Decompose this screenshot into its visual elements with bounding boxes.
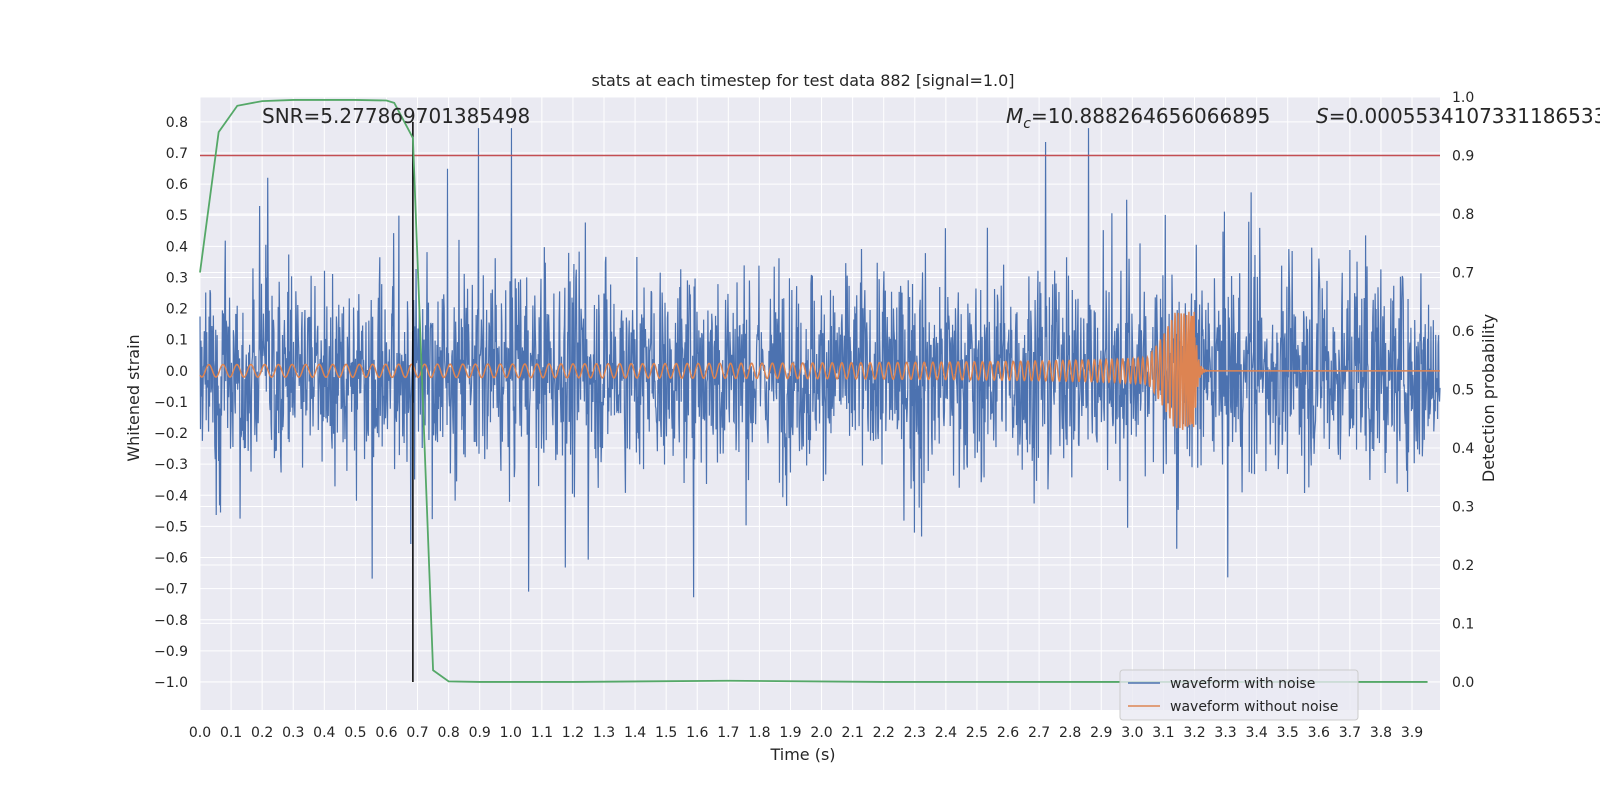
x-axis-ticks: 0.0 0.1 0.2 0.3 0.4 0.5 0.6 0.7 0.8 0.9 1.0 1.1 1.2 1… — [189, 725, 1423, 741]
legend: waveform with noise waveform without noi… — [1119, 669, 1359, 721]
x-tick-label: 0.9 — [469, 725, 491, 741]
x-tick-label: 3.2 — [1183, 725, 1205, 741]
x-tick-label: 2.5 — [966, 725, 988, 741]
y2-axis-ticks: 1.0 0.9 0.8 0.7 0.6 0.5 0.4 0.3 0.2 0.1 0.0 — [1452, 90, 1474, 691]
y2-tick-label: 0.4 — [1452, 441, 1474, 457]
chirp-mass-symbol: M — [1006, 104, 1023, 128]
series-line-waveform-with-noise — [199, 128, 1441, 598]
x-tick-label: 3.9 — [1401, 725, 1423, 741]
x-tick-label: 1.7 — [717, 725, 739, 741]
x-tick-label: 2.7 — [1028, 725, 1050, 741]
x-tick-label: 3.4 — [1246, 725, 1268, 741]
y-tick-label: 0.3 — [166, 270, 188, 286]
x-tick-label: 0.3 — [282, 725, 304, 741]
y2-tick-label: 0.0 — [1452, 675, 1474, 691]
x-tick-label: 2.6 — [997, 725, 1019, 741]
chirp-mass-value: =10.888264656066895 — [1031, 104, 1270, 128]
x-tick-label: 0.6 — [375, 725, 397, 741]
y2-tick-label: 0.1 — [1452, 616, 1474, 632]
x-tick-label: 3.3 — [1214, 725, 1236, 741]
x-tick-label: 0.8 — [437, 725, 459, 741]
y-tick-label: −0.5 — [154, 519, 188, 535]
legend-entry-chirp: waveform without noise — [1170, 699, 1338, 715]
y-tick-label: 0.6 — [166, 177, 188, 193]
snr-annotation: SNR=5.277869701385498 — [262, 104, 530, 128]
x-tick-label: 0.2 — [251, 725, 273, 741]
y-tick-label: 0.0 — [166, 364, 188, 380]
y2-tick-label: 0.7 — [1452, 265, 1474, 281]
x-tick-label: 1.0 — [500, 725, 522, 741]
x-tick-label: 0.1 — [220, 725, 242, 741]
y2-tick-label: 0.9 — [1452, 148, 1474, 164]
y2-axis-label: Detection probability — [1479, 314, 1498, 482]
y2-tick-label: 0.2 — [1452, 558, 1474, 574]
y2-tick-label: 0.5 — [1452, 382, 1474, 398]
y-tick-label: −0.4 — [154, 488, 188, 504]
x-tick-label: 2.3 — [904, 725, 926, 741]
x-tick-label: 2.9 — [1090, 725, 1112, 741]
y-tick-label: 0.7 — [166, 146, 188, 162]
y-axis-ticks: 0.8 0.7 0.6 0.5 0.4 0.3 0.2 0.1 0.0 −0.1 −0.2 −0.3 −… — [154, 115, 188, 691]
x-tick-label: 3.7 — [1339, 725, 1361, 741]
y-axis-label: Whitened strain — [124, 334, 143, 461]
y-tick-label: 0.1 — [166, 333, 188, 349]
x-tick-label: 1.2 — [562, 725, 584, 741]
x-tick-label: 0.5 — [344, 725, 366, 741]
legend-box — [1119, 669, 1359, 721]
y2-tick-label: 1.0 — [1452, 90, 1474, 106]
y2-tick-label: 0.8 — [1452, 207, 1474, 223]
x-tick-label: 1.6 — [686, 725, 708, 741]
x-tick-label: 0.4 — [313, 725, 335, 741]
x-tick-label: 1.1 — [531, 725, 553, 741]
y2-tick-label: 0.6 — [1452, 324, 1474, 340]
y2-tick-label: 0.3 — [1452, 499, 1474, 515]
chirp-mass-annotation: Mc=10.888264656066895 — [1006, 104, 1270, 132]
series-line-waveform-without-noise — [199, 311, 1440, 430]
x-tick-label: 1.3 — [593, 725, 615, 741]
x-tick-label: 3.0 — [1121, 725, 1143, 741]
x-tick-label: 1.8 — [748, 725, 770, 741]
x-axis-label: Time (s) — [769, 745, 835, 764]
x-tick-label: 1.9 — [779, 725, 801, 741]
chirp-mass-subscript: c — [1023, 116, 1031, 132]
x-tick-label: 3.1 — [1152, 725, 1174, 741]
y-tick-label: 0.4 — [166, 239, 188, 255]
x-tick-label: 2.2 — [873, 725, 895, 741]
y-tick-label: −0.7 — [154, 582, 188, 598]
legend-entry-noise: waveform with noise — [1170, 676, 1315, 692]
x-tick-label: 0.0 — [189, 725, 211, 741]
spin-symbol: S — [1316, 104, 1329, 128]
y-tick-label: −0.8 — [154, 613, 188, 629]
x-tick-label: 3.6 — [1308, 725, 1330, 741]
x-tick-label: 2.4 — [935, 725, 957, 741]
y-tick-label: 0.2 — [166, 302, 188, 318]
x-tick-label: 1.5 — [655, 725, 677, 741]
y-tick-label: −0.1 — [154, 395, 188, 411]
x-tick-label: 2.8 — [1059, 725, 1081, 741]
y-tick-label: −0.9 — [154, 644, 188, 660]
x-tick-label: 3.8 — [1370, 725, 1392, 741]
spin-annotation: S=0.0005534107331186533 — [1316, 104, 1600, 128]
x-tick-label: 2.1 — [841, 725, 863, 741]
y-tick-label: 0.8 — [166, 115, 188, 131]
x-tick-label: 3.5 — [1277, 725, 1299, 741]
y-tick-label: −0.6 — [154, 551, 188, 567]
y-tick-label: 0.5 — [166, 208, 188, 224]
plot-series — [199, 99, 1441, 683]
y-tick-label: −1.0 — [154, 675, 188, 691]
x-tick-label: 0.7 — [406, 725, 428, 741]
y-tick-label: −0.2 — [154, 426, 188, 442]
y-tick-label: −0.3 — [154, 457, 188, 473]
spin-value: =0.0005534107331186533 — [1329, 104, 1600, 128]
x-tick-label: 1.4 — [624, 725, 646, 741]
chart-title: stats at each timestep for test data 882… — [591, 71, 1014, 90]
series-line-detection-probability — [199, 99, 1428, 683]
x-tick-label: 2.0 — [810, 725, 832, 741]
